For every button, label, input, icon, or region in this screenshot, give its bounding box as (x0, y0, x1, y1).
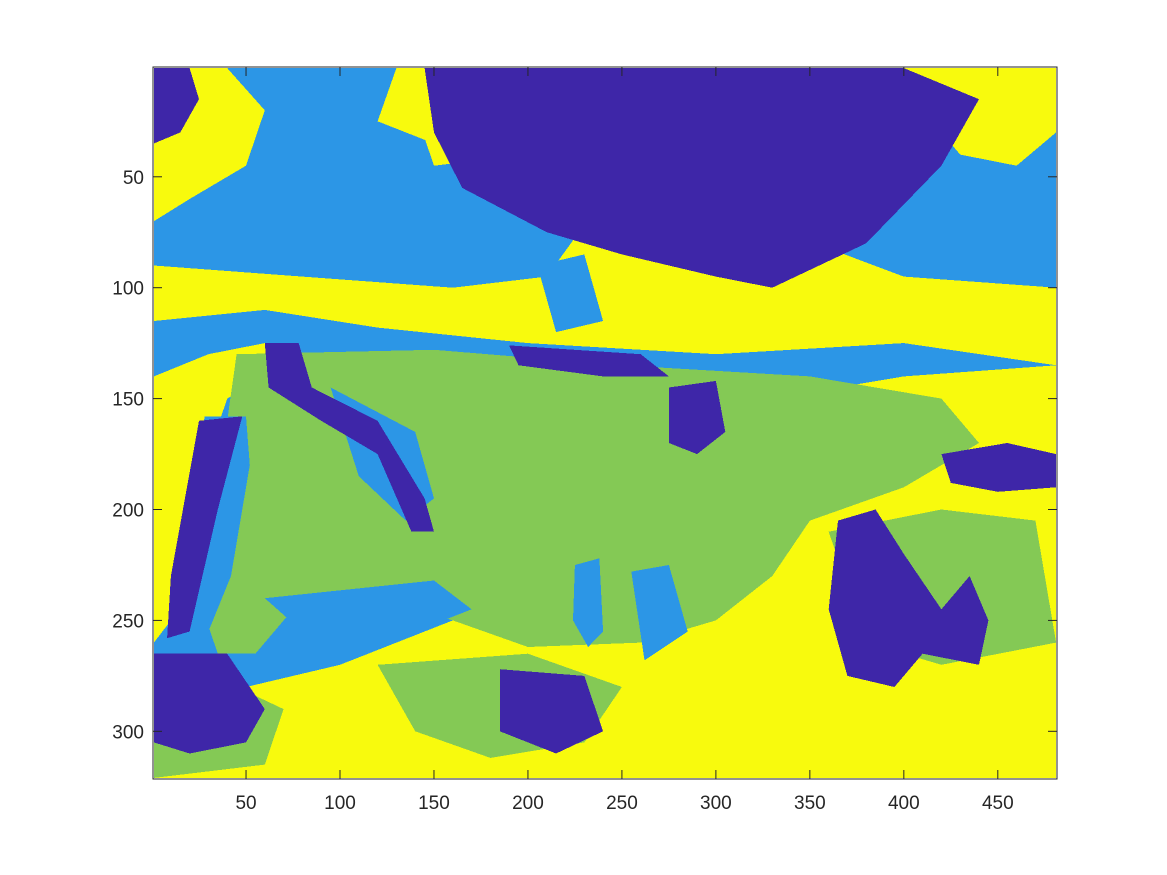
heatmap-region-class-2 (573, 558, 604, 647)
heatmap-region-class-4 (153, 343, 284, 643)
heatmap-region-class-2 (537, 254, 604, 333)
heatmap-region-class-1 (668, 380, 726, 455)
x-tick-label: 150 (418, 793, 450, 814)
x-tick-label: 300 (700, 793, 732, 814)
x-tick-label: 450 (982, 793, 1014, 814)
y-tick-label: 200 (112, 501, 144, 522)
heatmap-region-class-1 (153, 68, 199, 144)
heatmap-region-class-1 (153, 653, 265, 754)
heatmap-image (153, 68, 1057, 778)
x-tick-label: 250 (606, 793, 638, 814)
y-axis: 50 100 150 200 250 300 (112, 168, 1057, 743)
heatmap-region-class-1 (828, 509, 989, 687)
heatmap-region-class-2 (631, 565, 688, 661)
x-tick-label: 100 (324, 793, 356, 814)
x-tick-label: 400 (888, 793, 920, 814)
heatmap-region-class-1 (499, 669, 604, 754)
y-tick-label: 100 (112, 279, 144, 300)
y-tick-label: 50 (123, 168, 144, 189)
heatmap-region-class-1 (264, 343, 434, 532)
y-tick-label: 300 (112, 722, 144, 743)
x-tick-label: 50 (235, 793, 256, 814)
heatmap-region-class-2 (264, 580, 472, 632)
heatmap-region-class-1 (941, 443, 1057, 492)
heatmap-region-class-1 (424, 68, 980, 288)
x-tick-label: 350 (794, 793, 826, 814)
x-axis: 50 100 150 200 250 300 350 400 450 (235, 67, 1014, 814)
x-tick-label: 200 (512, 793, 544, 814)
heatmap-region-class-1 (509, 345, 669, 377)
y-tick-label: 250 (112, 611, 144, 632)
heatmap-region-class-1 (167, 416, 243, 639)
y-tick-label: 150 (112, 390, 144, 411)
axes-box (152, 66, 1058, 780)
